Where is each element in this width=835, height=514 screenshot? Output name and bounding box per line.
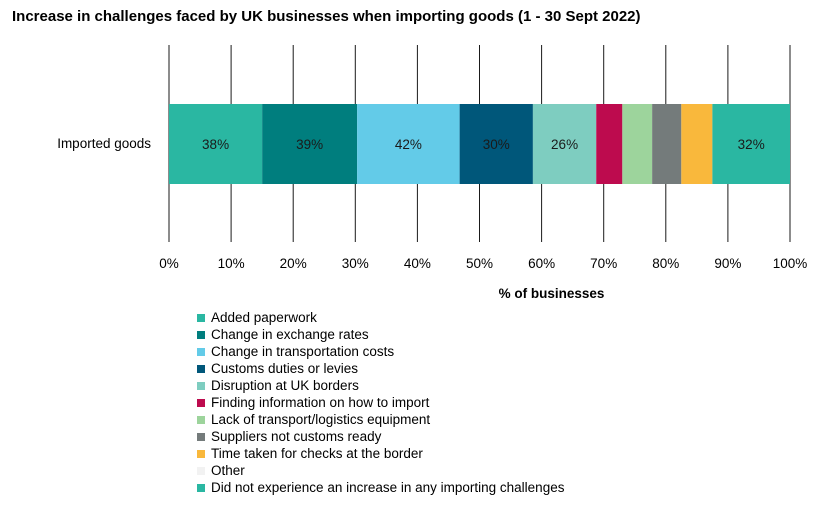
legend-label: Change in exchange rates	[211, 327, 369, 342]
legend-label: Disruption at UK borders	[211, 378, 359, 393]
bar-segment	[459, 104, 533, 184]
legend-item: Other	[197, 462, 564, 479]
x-tick-label: 40%	[404, 256, 431, 271]
legend-swatch	[197, 381, 205, 390]
legend-swatch	[197, 432, 205, 441]
x-tick-label: 50%	[466, 256, 493, 271]
legend-item: Added paperwork	[197, 309, 564, 326]
data-label: 42%	[395, 137, 422, 152]
legend-label: Finding information on how to import	[211, 395, 430, 410]
legend-label: Suppliers not customs ready	[211, 429, 382, 444]
legend-label: Added paperwork	[211, 310, 317, 325]
legend-label: Customs duties or levies	[211, 361, 359, 376]
legend-swatch	[197, 313, 205, 322]
legend-swatch	[197, 466, 205, 475]
legend-item: Time taken for checks at the border	[197, 445, 564, 462]
legend-item: Customs duties or levies	[197, 360, 564, 377]
legend-label: Other	[211, 463, 245, 478]
legend-item: Finding information on how to import	[197, 394, 564, 411]
data-label: 30%	[483, 137, 510, 152]
x-tick-label: 80%	[652, 256, 679, 271]
x-axis-title: % of businesses	[499, 286, 605, 300]
legend-item: Suppliers not customs ready	[197, 428, 564, 445]
legend-swatch	[197, 483, 205, 492]
bar-segment	[681, 104, 713, 184]
x-tick-label: 100%	[773, 256, 808, 271]
legend-swatch	[197, 330, 205, 339]
x-tick-label: 20%	[280, 256, 307, 271]
legend-swatch	[197, 449, 205, 458]
legend-item: Did not experience an increase in any im…	[197, 479, 564, 496]
bar-segment	[262, 104, 358, 184]
bar-segment	[532, 104, 597, 184]
legend-swatch	[197, 364, 205, 373]
legend-swatch	[197, 398, 205, 407]
bar-segment	[652, 104, 682, 184]
legend-label: Lack of transport/logistics equipment	[211, 412, 431, 427]
legend-swatch	[197, 415, 205, 424]
data-label: 26%	[551, 137, 578, 152]
data-label: 32%	[738, 137, 765, 152]
legend-swatch	[197, 347, 205, 356]
x-tick-label: 30%	[342, 256, 369, 271]
chart-legend: Added paperwork Change in exchange rates C…	[197, 309, 564, 496]
legend-item: Change in transportation costs	[197, 343, 564, 360]
data-label: 38%	[202, 137, 229, 152]
chart-title: Increase in challenges faced by UK busin…	[12, 8, 641, 25]
legend-label: Time taken for checks at the border	[211, 446, 423, 461]
legend-label: Change in transportation costs	[211, 344, 395, 359]
legend-item: Lack of transport/logistics equipment	[197, 411, 564, 428]
x-tick-label: 60%	[528, 256, 555, 271]
x-tick-label: 70%	[590, 256, 617, 271]
data-label: 39%	[296, 137, 323, 152]
category-label: Imported goods	[57, 136, 151, 151]
bar-segment	[169, 104, 263, 184]
legend-label: Did not experience an increase in any im…	[211, 480, 565, 495]
bar-segment	[622, 104, 653, 184]
legend-item: Disruption at UK borders	[197, 377, 564, 394]
legend-item: Change in exchange rates	[197, 326, 564, 343]
x-tick-label: 90%	[714, 256, 741, 271]
x-tick-label: 10%	[218, 256, 245, 271]
chart-area: 0% 10% 20% 30% 40% 50% 60% 70% 80% 90% 100% 38% 39% 4…	[57, 45, 808, 300]
bar-segment	[596, 104, 623, 184]
x-tick-label: 0%	[159, 256, 179, 271]
bar-segment	[357, 104, 460, 184]
bar-segment	[712, 104, 790, 184]
